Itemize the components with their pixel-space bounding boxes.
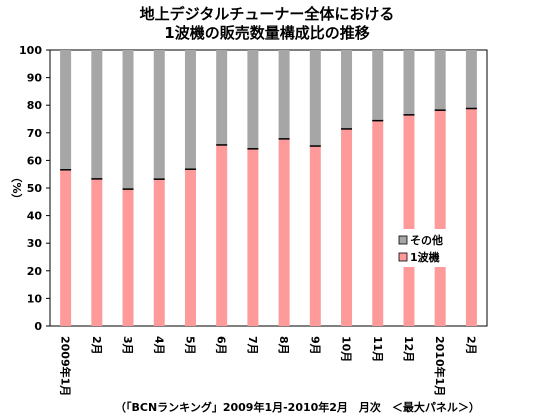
bar-segment-1wave bbox=[247, 148, 259, 326]
x-category-label: 2010年1月 bbox=[433, 336, 447, 396]
x-axis-labels: 2009年1月 2月 3月 4月 5月 6月 7月 8月 9月 10月 11月 12月 2010年1月 2… bbox=[59, 336, 478, 396]
bar-segment-other bbox=[153, 50, 165, 180]
plot-area bbox=[49, 49, 488, 327]
bar-segment-other bbox=[434, 50, 446, 111]
y-tick-label: 30 bbox=[27, 237, 43, 250]
y-tick-label: 0 bbox=[34, 320, 42, 333]
x-category-label: 2009年1月 bbox=[59, 336, 73, 396]
bars-group bbox=[60, 50, 477, 327]
bar-segment-other bbox=[372, 50, 384, 121]
y-tick-label: 50 bbox=[27, 182, 43, 195]
bar-segment-1wave bbox=[278, 138, 290, 326]
x-category-label: 2月 bbox=[90, 336, 103, 355]
y-tick-label: 40 bbox=[27, 210, 43, 223]
y-tick-label: 100 bbox=[19, 44, 42, 57]
x-category-label: 5月 bbox=[183, 336, 196, 355]
chart-title-line-2: 1波機の販売数量構成比の推移 bbox=[164, 24, 369, 42]
bar-segment-other bbox=[216, 50, 228, 145]
y-tick-label: 80 bbox=[27, 99, 43, 112]
bar-segment-other bbox=[278, 50, 290, 139]
bar-segment-1wave bbox=[309, 146, 321, 326]
legend-label-1wave: 1波機 bbox=[410, 250, 440, 264]
bar-segment-1wave bbox=[465, 108, 477, 327]
x-category-label: 6月 bbox=[215, 336, 228, 355]
bar-segment-1wave bbox=[372, 120, 384, 326]
legend-swatch-other bbox=[398, 235, 408, 245]
bar-segment-other bbox=[91, 50, 103, 179]
bar-segment-other bbox=[247, 50, 259, 149]
bar-segment-other bbox=[184, 50, 196, 170]
bar-segment-other bbox=[465, 50, 477, 109]
x-category-label: 10月 bbox=[340, 336, 353, 362]
bar-segment-other bbox=[122, 50, 134, 190]
chart-title: 地上デジタルチューナー全体における 1波機の販売数量構成比の推移 bbox=[140, 5, 395, 42]
bar-segment-other bbox=[309, 50, 321, 147]
y-tick-label: 90 bbox=[27, 72, 43, 85]
x-category-label: 7月 bbox=[246, 336, 259, 355]
legend: その他 1波機 bbox=[394, 229, 458, 267]
bar-segment-other bbox=[60, 50, 72, 170]
bar-segment-1wave bbox=[91, 178, 103, 326]
legend-swatch-1wave bbox=[398, 252, 408, 262]
bar-segment-1wave bbox=[403, 114, 415, 326]
bar-segment-1wave bbox=[122, 189, 134, 326]
y-tick-label: 70 bbox=[27, 127, 43, 140]
bar-segment-1wave bbox=[434, 110, 446, 326]
bar-segment-1wave bbox=[153, 179, 165, 326]
x-category-label: 12月 bbox=[402, 336, 415, 362]
y-tick-label: 20 bbox=[27, 265, 43, 278]
y-tick-label: 10 bbox=[27, 292, 43, 305]
bar-segment-other bbox=[341, 50, 353, 129]
x-category-label: 11月 bbox=[371, 336, 384, 362]
x-category-label: 9月 bbox=[308, 336, 321, 355]
x-category-label: 2月 bbox=[464, 336, 477, 355]
x-category-label: 8月 bbox=[277, 336, 290, 355]
bar-segment-other bbox=[403, 50, 415, 115]
bar-segment-1wave bbox=[184, 169, 196, 326]
x-category-label: 4月 bbox=[152, 336, 165, 355]
chart-title-line-1: 地上デジタルチューナー全体における bbox=[140, 5, 395, 23]
y-tick-label: 60 bbox=[27, 154, 43, 167]
x-category-label: 3月 bbox=[121, 336, 134, 355]
bar-segment-1wave bbox=[216, 144, 228, 326]
legend-label-other: その他 bbox=[410, 233, 443, 247]
source-note: （「BCNランキング」2009年1月-2010年2月 月次 ＜最大パネル＞） bbox=[115, 400, 480, 414]
y-axis-ticks: 0 10 20 30 40 50 60 70 80 90 100 bbox=[19, 44, 50, 333]
y-axis-label: （%） bbox=[10, 171, 23, 204]
bar-segment-1wave bbox=[60, 169, 72, 326]
bar-segment-1wave bbox=[341, 128, 353, 326]
